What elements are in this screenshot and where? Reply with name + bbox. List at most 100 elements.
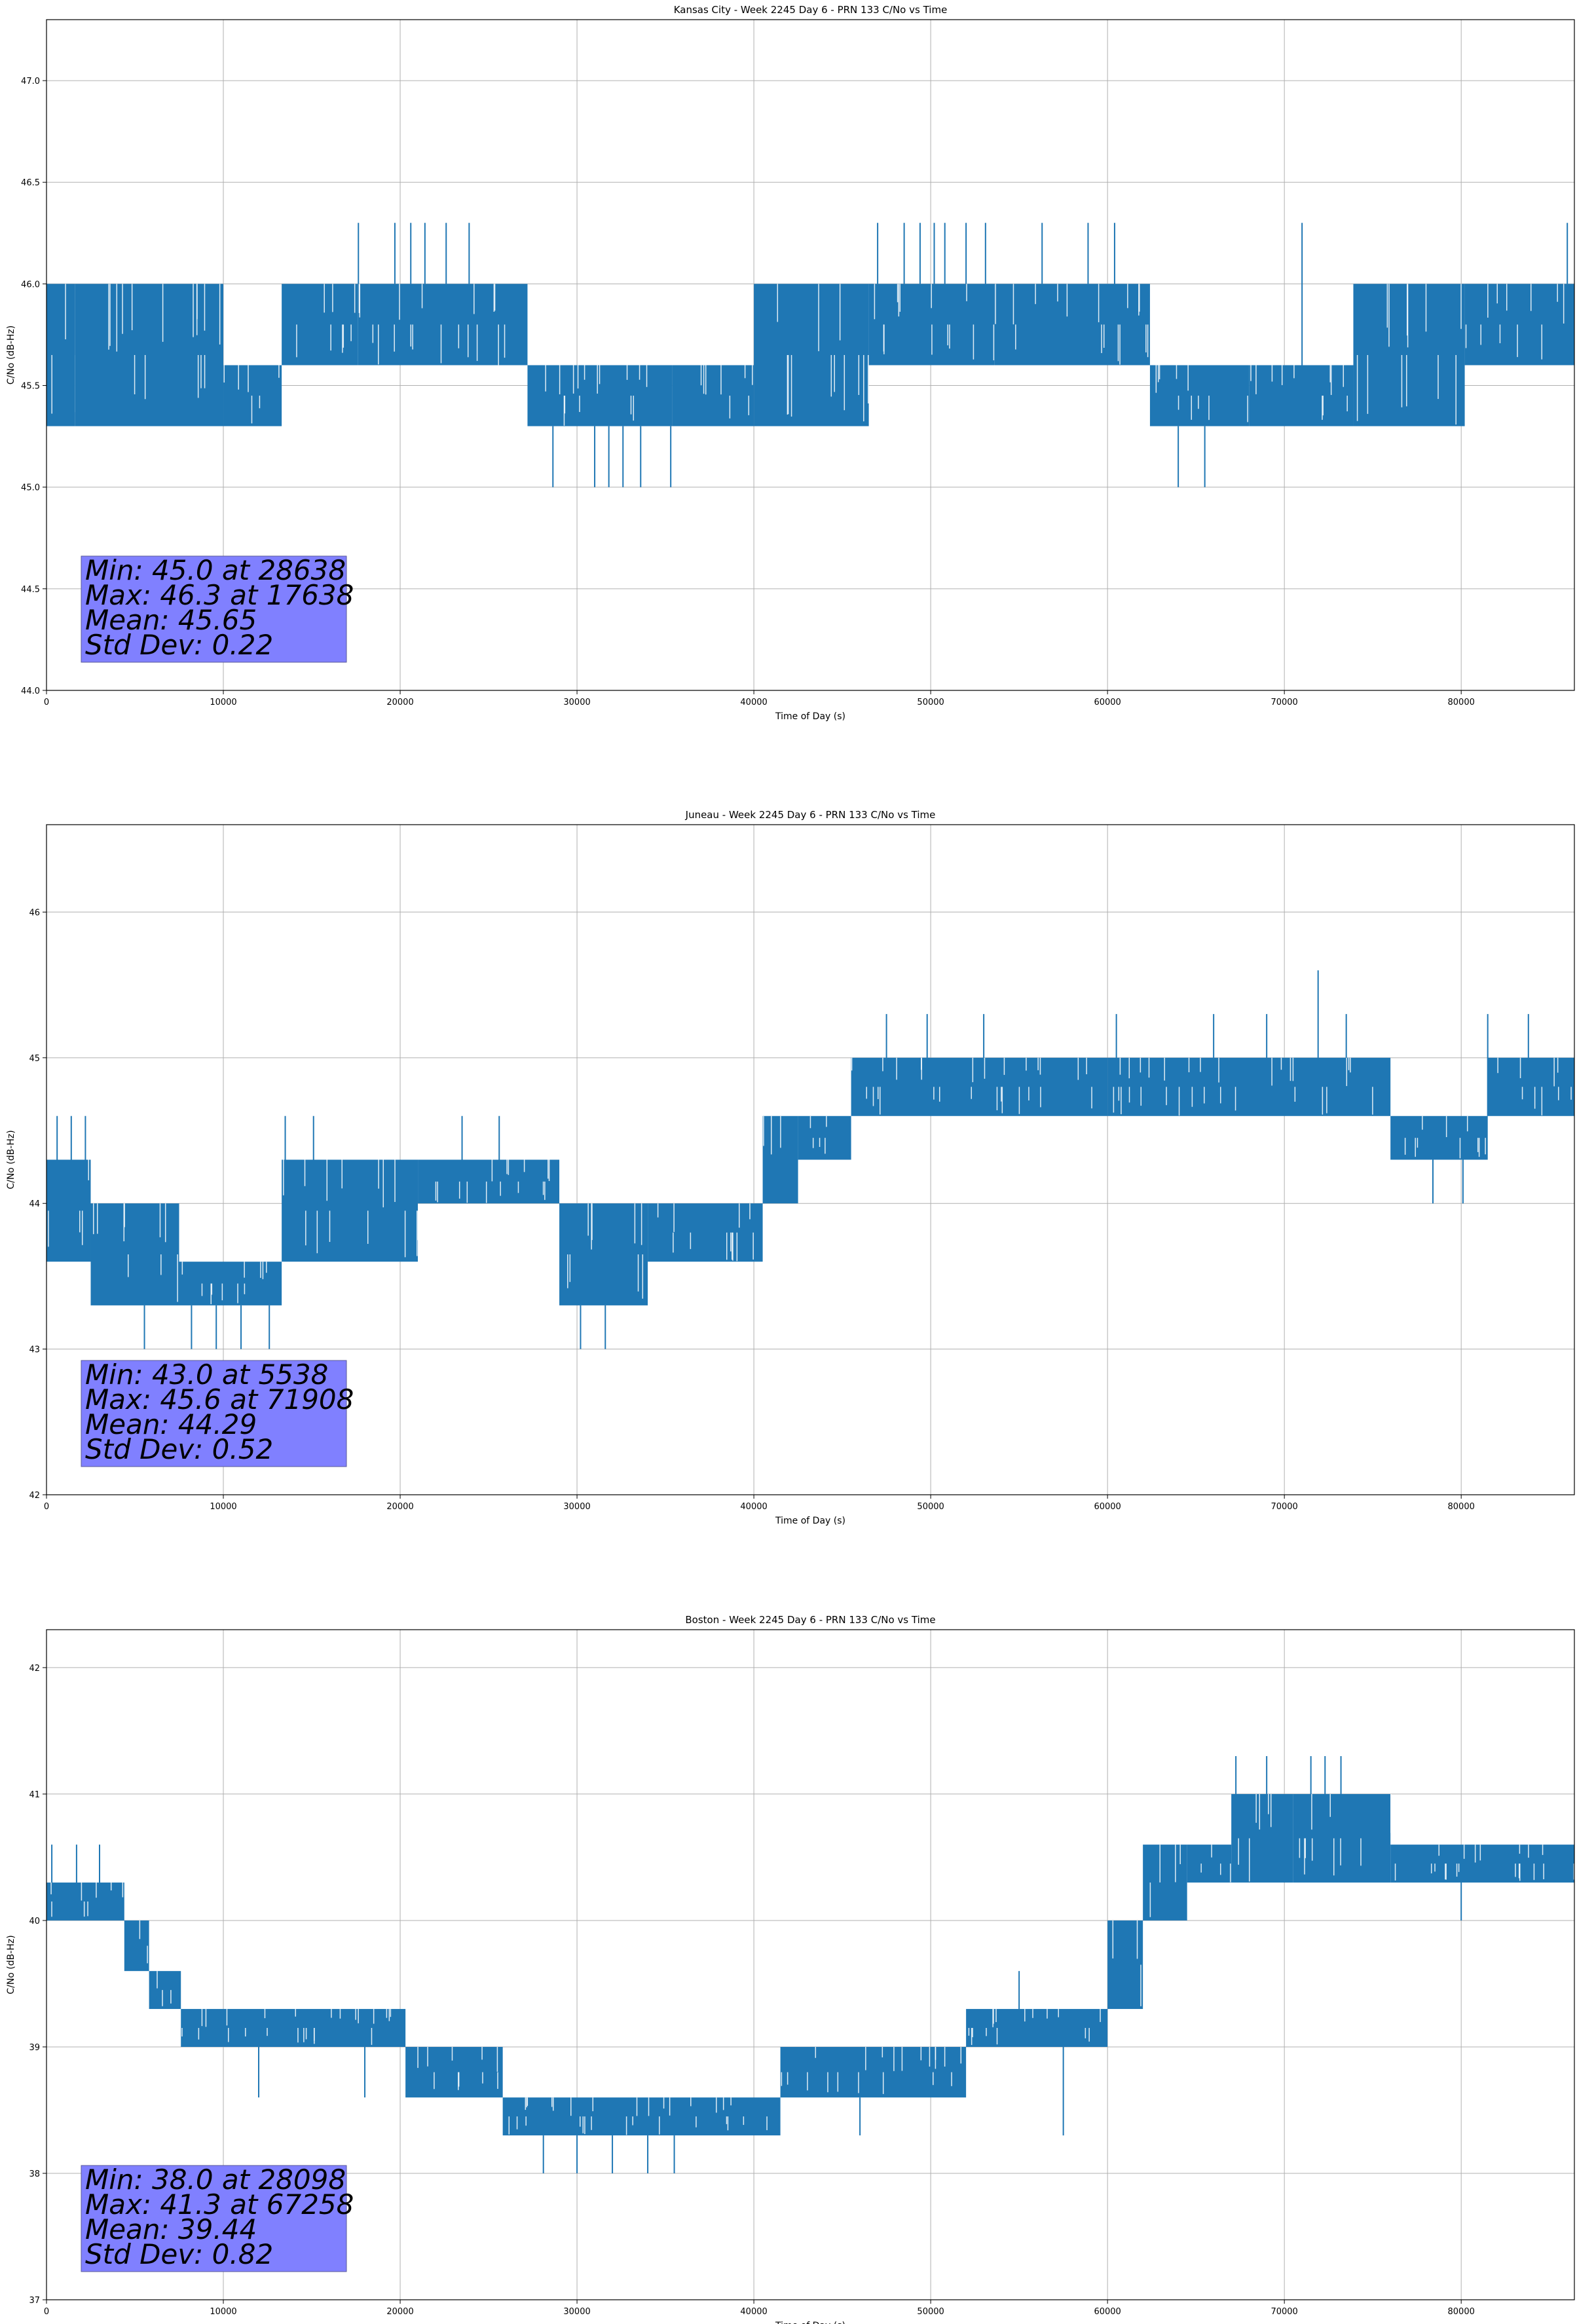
data-gap (267, 2028, 268, 2036)
data-gap (1103, 324, 1105, 348)
data-gap (1159, 365, 1160, 380)
data-gap (506, 1159, 508, 1174)
data-gap (326, 1159, 328, 1201)
x-tick-label: 60000 (1094, 2307, 1121, 2317)
data-gap (739, 1203, 740, 1228)
data-gap (1178, 1087, 1180, 1116)
data-gap (1198, 396, 1199, 409)
data-gap (1530, 284, 1532, 311)
data-gap (732, 1232, 733, 1260)
data-gap (417, 1210, 418, 1256)
data-gap (1519, 1864, 1521, 1881)
data-gap (1519, 1057, 1521, 1079)
x-tick-label: 20000 (386, 2307, 413, 2317)
data-gap (1121, 1087, 1122, 1115)
x-tick-label: 30000 (563, 2307, 590, 2317)
data-gap (466, 1181, 468, 1203)
data-gap (830, 355, 832, 397)
y-axis-label: C/No (dB-Hz) (6, 1130, 16, 1189)
data-gap (467, 324, 469, 358)
data-gap (663, 2097, 665, 2109)
data-gap (260, 1262, 261, 1278)
data-band (181, 2009, 406, 2047)
data-gap (81, 1210, 83, 1245)
x-tick-label: 20000 (386, 1502, 413, 1512)
data-gap (116, 284, 118, 352)
data-gap (996, 2028, 998, 2045)
data-gap (211, 1283, 213, 1295)
data-gap (1200, 1864, 1202, 1873)
data-gap (1553, 1057, 1555, 1087)
chart-title: Boston - Week 2245 Day 6 - PRN 133 C/No … (685, 1614, 935, 1626)
data-gap (642, 1254, 644, 1299)
data-gap (896, 1057, 897, 1080)
data-gap (1406, 355, 1407, 407)
data-gap (591, 1203, 593, 1241)
data-gap (748, 396, 750, 415)
data-gap (1187, 365, 1189, 391)
data-gap (87, 1901, 88, 1917)
data-gap (139, 1920, 141, 1940)
y-tick-label: 40 (29, 1917, 40, 1926)
data-gap (297, 2028, 299, 2043)
data-series (46, 970, 1574, 1349)
data-gap (200, 355, 202, 388)
data-band (851, 1057, 1108, 1116)
data-gap (569, 1254, 571, 1283)
stats-min-label: Min: 43.0 at 5538 (85, 1359, 328, 1391)
data-band (179, 1262, 282, 1305)
data-gap (1003, 1057, 1005, 1076)
data-gap (809, 1115, 811, 1129)
data-gap (1271, 365, 1273, 382)
data-gap (1305, 1838, 1306, 1858)
data-gap (1350, 1057, 1351, 1073)
data-gap (625, 2116, 627, 2135)
x-tick-label: 20000 (386, 698, 413, 707)
data-gap (771, 1115, 772, 1155)
data-gap (1015, 324, 1016, 350)
x-tick-label: 80000 (1448, 698, 1475, 707)
data-gap (993, 324, 995, 361)
data-gap (669, 2097, 671, 2116)
data-gap (221, 1283, 223, 1301)
data-gap (1113, 1087, 1115, 1113)
data-gap (1406, 284, 1408, 336)
data-gap (1098, 284, 1100, 322)
data-gap (491, 1159, 493, 1182)
data-gap (160, 1254, 162, 1275)
data-gap (494, 284, 496, 311)
data-gap (727, 2116, 729, 2131)
x-tick-label: 50000 (917, 698, 944, 707)
data-gap (744, 365, 746, 379)
data-gap (1311, 1838, 1313, 1861)
data-gap (1028, 1087, 1030, 1101)
data-band (754, 284, 869, 426)
data-gap (1280, 1057, 1282, 1070)
data-gap (122, 1883, 124, 1898)
data-gap (481, 2046, 483, 2060)
data-gap (458, 1181, 460, 1199)
data-gap (1268, 1793, 1269, 1814)
data-gap (1466, 1115, 1468, 1132)
data-gap (421, 284, 423, 309)
data-gap (108, 284, 109, 350)
data-gap (1127, 284, 1128, 309)
data-gap (844, 355, 845, 411)
data-gap (458, 2072, 460, 2087)
y-tick-label: 47.0 (21, 77, 40, 86)
data-gap (1386, 284, 1388, 328)
data-gap (1208, 396, 1210, 421)
data-gap (1477, 1138, 1479, 1152)
data-gap (1438, 355, 1439, 400)
data-gap (837, 2072, 839, 2092)
data-gap (497, 2072, 498, 2090)
x-tick-label: 40000 (740, 1502, 767, 1512)
y-tick-label: 45.5 (21, 382, 40, 392)
data-gap (504, 324, 506, 358)
data-gap (248, 365, 249, 392)
data-band (358, 284, 528, 365)
data-gap (223, 365, 225, 383)
data-gap (787, 355, 788, 415)
data-gap (440, 324, 442, 364)
